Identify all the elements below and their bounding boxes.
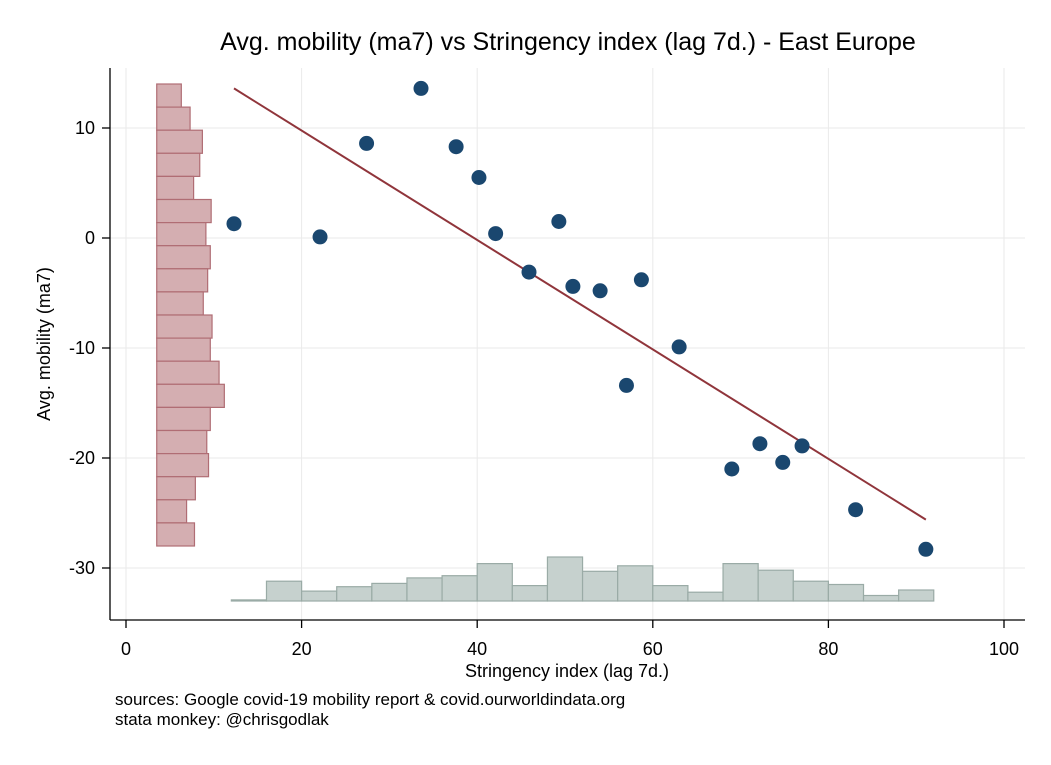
stringency-hist-bar [687, 591, 724, 602]
stringency-hist-bar [301, 590, 338, 602]
scatter-point [592, 283, 608, 299]
mobility-hist-bar [156, 476, 196, 501]
scatter-point [471, 170, 487, 185]
stringency-hist-bar [757, 569, 794, 602]
mobility-hist-bar [156, 337, 211, 362]
scatter-point [618, 377, 634, 393]
scatter-point [226, 216, 242, 232]
scatter-point [521, 264, 537, 280]
chart-title: Avg. mobility (ma7) vs Stringency index … [220, 28, 916, 56]
scatter-point [918, 541, 934, 557]
mobility-histogram [156, 83, 225, 547]
stringency-hist-bar [265, 580, 303, 602]
stringency-hist-bar [617, 565, 654, 602]
scatter-point [312, 229, 328, 245]
scatter-point [794, 438, 810, 454]
scatter-points [226, 80, 934, 557]
mobility-hist-bar [156, 175, 195, 201]
stringency-hist-bar [898, 589, 935, 602]
y-tick-label: -30 [69, 558, 95, 578]
stringency-hist-bar [546, 556, 584, 602]
scatter-point [488, 226, 504, 242]
scatter-point [775, 454, 791, 470]
mobility-hist-bar [156, 222, 207, 247]
stringency-hist-bar [827, 583, 865, 602]
scatter-point [671, 339, 687, 355]
mobility-hist-bar [156, 360, 220, 385]
stringency-hist-bar [511, 584, 549, 602]
author-note: stata monkey: @chrisgodlak [115, 710, 329, 729]
scatter-point [413, 80, 429, 96]
stringency-hist-bar [336, 586, 373, 602]
x-axis-label: Stringency index (lag 7d.) [465, 661, 669, 681]
mobility-hist-bar [156, 106, 191, 131]
stringency-hist-bar [441, 575, 478, 602]
stringency-hist-bar [581, 570, 619, 602]
x-tick-label: 60 [643, 639, 663, 659]
stringency-hist-bar [230, 599, 268, 602]
gridlines [110, 68, 1025, 620]
mobility-hist-bar [156, 83, 182, 108]
mobility-hist-bar [156, 291, 204, 316]
stringency-hist-bar [862, 594, 900, 602]
x-tick-label: 100 [989, 639, 1019, 659]
scatter-point [848, 502, 864, 518]
scatter-point [724, 461, 740, 477]
x-tick-label: 0 [121, 639, 131, 659]
mobility-hist-bar [156, 522, 196, 547]
mobility-hist-bar [156, 152, 201, 178]
scatter-point [752, 436, 768, 452]
stringency-hist-bar [371, 582, 408, 602]
stringency-hist-bar [476, 562, 513, 602]
scatter-point [551, 214, 567, 229]
stringency-hist-bar [652, 584, 689, 602]
scatter-point [565, 278, 581, 294]
axes [109, 68, 1025, 621]
mobility-hist-bar [156, 406, 211, 432]
y-tick-label: 10 [75, 118, 95, 138]
y-ticks: 10 0 -10 -20 -30 [69, 118, 110, 578]
fit-line-group [233, 87, 927, 521]
mobility-hist-bar [156, 499, 188, 524]
mobility-hist-bar [156, 453, 210, 478]
fit-line [233, 87, 927, 521]
mobility-hist-bar [156, 429, 208, 455]
y-tick-label: 0 [85, 228, 95, 248]
y-tick-label: -10 [69, 338, 95, 358]
mobility-hist-bar [156, 383, 225, 408]
stringency-hist-bar [792, 580, 830, 602]
scatter-point [633, 272, 649, 288]
stringency-hist-bar [722, 562, 759, 602]
x-tick-label: 80 [818, 639, 838, 659]
x-tick-label: 40 [467, 639, 487, 659]
y-axis-label: Avg. mobility (ma7) [34, 267, 54, 421]
mobility-hist-bar [156, 245, 211, 270]
mobility-hist-bar [156, 314, 213, 339]
mobility-hist-bar [156, 198, 212, 224]
stringency-hist-bar [406, 577, 443, 602]
scatter-point [448, 139, 464, 155]
stringency-histogram [230, 556, 935, 602]
x-ticks: 0 20 40 60 80 100 [121, 620, 1019, 659]
mobility-hist-bar [156, 268, 209, 293]
mobility-hist-bar [156, 129, 203, 154]
sources-note: sources: Google covid-19 mobility report… [115, 690, 626, 709]
scatter-point [359, 135, 375, 151]
x-tick-label: 20 [292, 639, 312, 659]
y-tick-label: -20 [69, 448, 95, 468]
